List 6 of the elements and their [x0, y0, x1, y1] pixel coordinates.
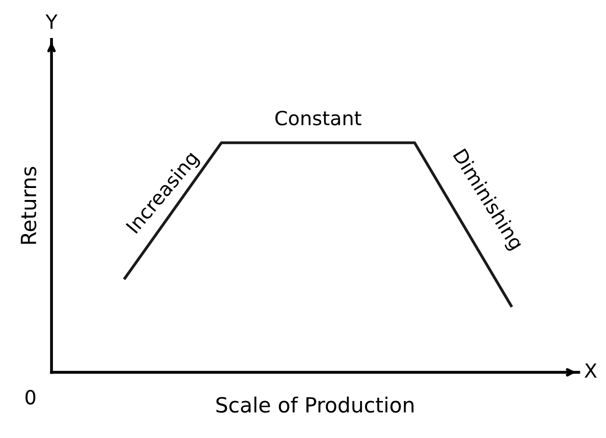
text: Y — [46, 14, 58, 29]
text: 0 — [26, 390, 36, 405]
y-axis-title: Returns — [20, 166, 36, 244]
text: X — [584, 363, 597, 378]
text: Constant — [275, 110, 362, 126]
x-axis-title: Scale of Production — [216, 396, 414, 413]
